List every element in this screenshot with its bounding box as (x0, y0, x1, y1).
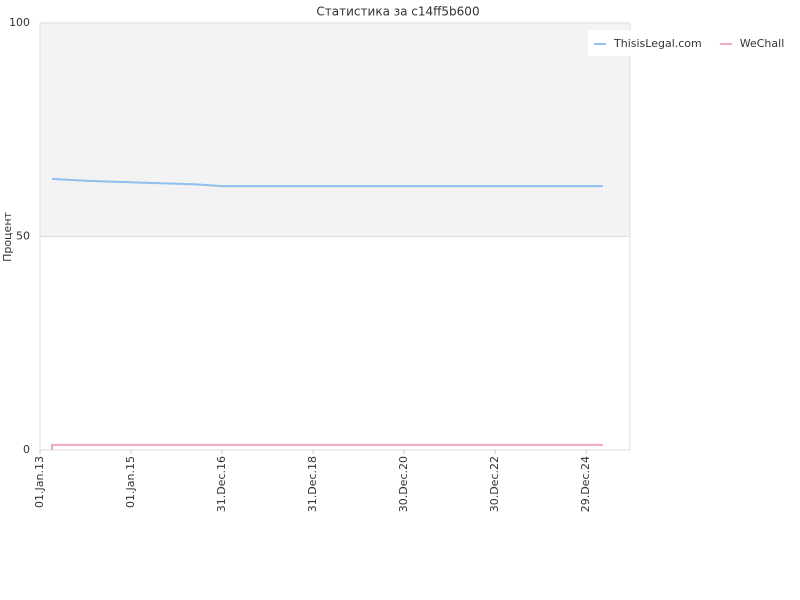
x-tick-label: 01.Jan.13 (33, 456, 46, 508)
plot-band (40, 23, 630, 237)
x-tick-label: 30.Dec.20 (397, 456, 410, 512)
y-tick-label: 50 (16, 230, 30, 243)
y-axis-label: Процент (1, 211, 14, 261)
x-tick-label: 30.Dec.22 (488, 456, 501, 512)
x-tick-label: 01.Jan.15 (124, 456, 137, 508)
series-line (50, 443, 604, 451)
x-tick-label: 29.Dec.24 (579, 456, 592, 512)
x-tick-label: 31.Dec.18 (306, 456, 319, 512)
legend-label: WeChall (740, 37, 785, 50)
legend-box (588, 30, 788, 56)
legend-label: ThisisLegal.com (613, 37, 702, 50)
x-tick-label: 31.Dec.16 (215, 456, 228, 512)
series-line (51, 177, 604, 188)
y-tick-label: 0 (23, 443, 30, 456)
chart-title: Статистика за c14ff5b600 (316, 5, 479, 19)
y-tick-label: 100 (9, 16, 30, 29)
